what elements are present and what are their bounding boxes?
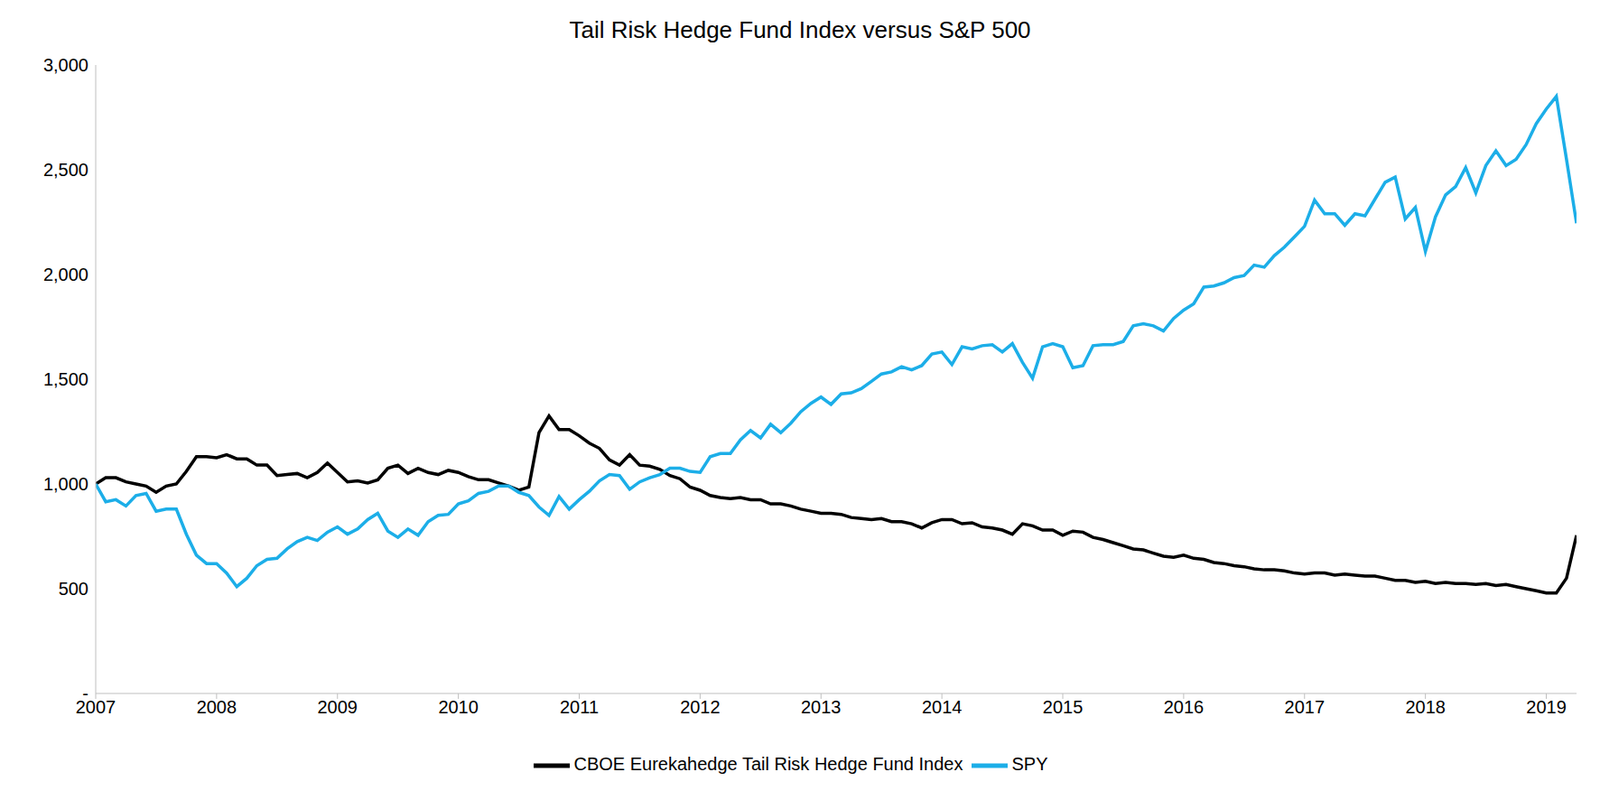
svg-text:2017: 2017 — [1284, 697, 1326, 717]
svg-text:2011: 2011 — [559, 697, 599, 717]
svg-text:2010: 2010 — [437, 697, 479, 717]
svg-text:1,500: 1,500 — [43, 369, 89, 390]
svg-text:2016: 2016 — [1163, 697, 1205, 717]
svg-text:2018: 2018 — [1404, 697, 1446, 717]
svg-text:2007: 2007 — [75, 697, 116, 718]
svg-text:2012: 2012 — [679, 697, 721, 717]
svg-text:2015: 2015 — [1042, 697, 1084, 717]
svg-text:-: - — [82, 683, 89, 704]
svg-text:2008: 2008 — [196, 697, 238, 717]
svg-text:2014: 2014 — [921, 697, 963, 717]
svg-text:2,500: 2,500 — [43, 159, 89, 180]
svg-text:500: 500 — [58, 578, 89, 599]
svg-text:2019: 2019 — [1525, 697, 1567, 717]
html-text:SPY: SPY — [1011, 754, 1048, 775]
svg-text:2,000: 2,000 — [43, 264, 89, 285]
html-text:CBOE Eurekahedge Tail Risk Hed: CBOE Eurekahedge Tail Risk Hedge Fund In… — [573, 754, 963, 775]
html-text:Tail Risk Hedge Fund Index ver: Tail Risk Hedge Fund Index versus S&P 50… — [569, 16, 1031, 44]
svg-text:2013: 2013 — [800, 697, 842, 717]
svg-text:1,000: 1,000 — [43, 474, 89, 494]
svg-text:3,000: 3,000 — [43, 55, 89, 75]
svg-text:2009: 2009 — [317, 697, 359, 717]
